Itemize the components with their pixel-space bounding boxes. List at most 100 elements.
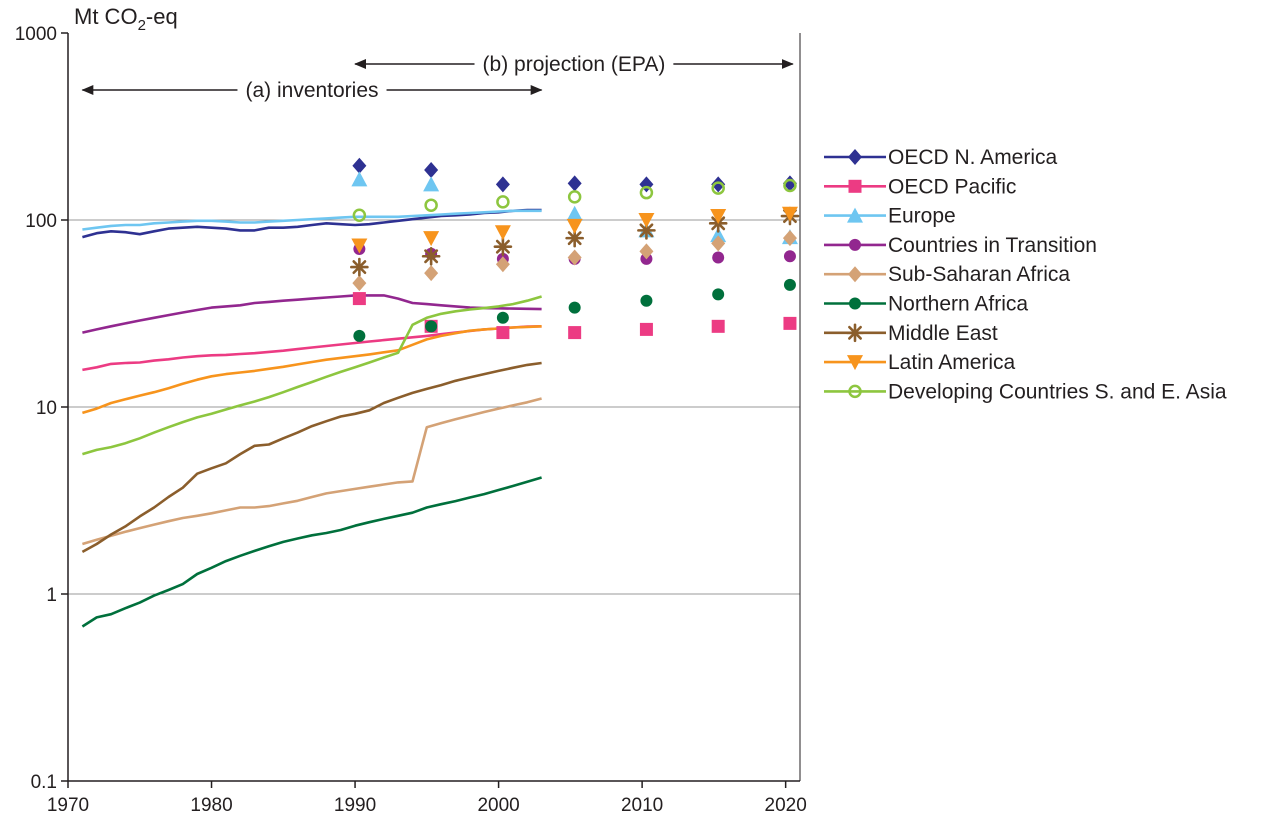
- marker-oecd-n-america-2000: [495, 176, 510, 193]
- marker-oecd-pacific-2015: [711, 319, 725, 333]
- legend-item-countries-in-transition: Countries in Transition: [824, 234, 1097, 257]
- legend-marker: [845, 323, 865, 343]
- series-line-middle-east: [81, 361, 542, 554]
- marker-oecd-pacific-2005: [568, 326, 582, 340]
- marker-oecd-n-america-2020: [782, 175, 797, 192]
- marker-latin-america-2005: [566, 218, 583, 234]
- series-lines: [81, 208, 542, 628]
- series-line-europe: [82, 209, 542, 231]
- marker-northern-africa-2000: [496, 311, 509, 324]
- marker-oecd-n-america-1995: [424, 162, 439, 179]
- marker-northern-africa-2005: [568, 301, 581, 314]
- marker-latin-america-2000: [494, 225, 511, 241]
- marker-developing-countries-s-and-e-asia-2005: [567, 190, 582, 204]
- marker-oecd-n-america-1990: [352, 157, 367, 174]
- legend-marker: [848, 179, 862, 193]
- axes: 0.1 1 10 100 1000 1970 1980 1990 2000 2010 2020 Mt …: [15, 4, 807, 816]
- marker-northern-africa-2010: [640, 294, 653, 307]
- marker-latin-america-2020: [781, 206, 798, 222]
- marker-sub-saharan-africa-2010: [639, 243, 654, 260]
- legend-item-northern-africa: Northern Africa: [824, 293, 1028, 316]
- legend-label: Developing Countries S. and E. Asia: [888, 380, 1227, 403]
- y-tick-label: 1: [46, 585, 57, 606]
- marker-developing-countries-s-and-e-asia-2000: [496, 195, 510, 209]
- marker-oecd-pacific-1990: [352, 292, 366, 306]
- y-tick-label: 100: [25, 211, 57, 232]
- x-tick-label: 1970: [47, 795, 89, 816]
- legend-item-developing-countries-s-and-e-asia: Developing Countries S. and E. Asia: [824, 380, 1227, 403]
- series-line-sub-saharan-africa: [82, 397, 542, 546]
- marker-northern-africa-1990: [353, 329, 366, 342]
- series-line-oecd-n-america: [82, 208, 542, 239]
- marker-middle-east-2000: [493, 237, 513, 256]
- marker-northern-africa-1995: [425, 320, 438, 333]
- marker-sub-saharan-africa-2000: [495, 256, 510, 273]
- legend-label: Middle East: [888, 322, 998, 345]
- marker-oecd-pacific-2010: [639, 322, 653, 336]
- legend-label: Europe: [888, 205, 956, 228]
- marker-northern-africa-2015: [712, 288, 725, 301]
- x-tick-label: 1990: [334, 795, 376, 816]
- marker-developing-countries-s-and-e-asia-1995: [424, 198, 438, 212]
- series-line-oecd-pacific: [82, 325, 542, 372]
- marker-oecd-pacific-2000: [496, 326, 510, 340]
- series-line-countries-in-transition: [82, 294, 542, 334]
- y-axis-title: Mt CO2-eq: [74, 4, 178, 34]
- series-line-northern-africa: [81, 476, 542, 628]
- marker-northern-africa-2020: [783, 278, 796, 291]
- marker-latin-america-1990: [351, 238, 368, 254]
- x-tick-label: 2020: [765, 795, 807, 816]
- y-tick-label: 0.1: [31, 772, 57, 793]
- annotation-projection-label: (b) projection (EPA): [483, 53, 666, 76]
- legend-marker: [848, 266, 862, 283]
- legend-item-middle-east: Middle East: [824, 322, 998, 345]
- legend-item-sub-saharan-africa: Sub-Saharan Africa: [824, 263, 1070, 286]
- legend-item-oecd-n-america: OECD N. America: [824, 146, 1058, 169]
- series-line-developing-countries-s-and-e-asia: [82, 295, 542, 456]
- legend-label: OECD Pacific: [888, 175, 1016, 198]
- marker-sub-saharan-africa-1995: [424, 265, 439, 282]
- legend-marker: [849, 297, 861, 310]
- legend-item-europe: Europe: [824, 205, 956, 228]
- marker-oecd-n-america-2005: [567, 175, 582, 192]
- marker-developing-countries-s-and-e-asia-2020: [783, 178, 797, 193]
- marker-middle-east-1995: [421, 246, 441, 266]
- y-tick-label: 10: [36, 398, 57, 419]
- marker-sub-saharan-africa-2015: [711, 235, 726, 252]
- annotations: (b) projection (EPA) (a) inventories: [81, 53, 794, 102]
- marker-europe-1995: [423, 176, 440, 192]
- x-tick-label: 1980: [190, 795, 232, 816]
- annotation-inventories-label: (a) inventories: [245, 79, 378, 102]
- legend-label: OECD N. America: [888, 146, 1058, 169]
- legend-label: Northern Africa: [888, 293, 1028, 316]
- legend-marker: [848, 149, 862, 165]
- legend-marker: [847, 355, 863, 371]
- projection-markers: [350, 157, 800, 342]
- legend-marker: [847, 207, 863, 223]
- marker-europe-1990: [351, 171, 368, 187]
- y-tick-label: 1000: [15, 24, 57, 45]
- marker-oecd-pacific-2020: [783, 316, 797, 330]
- marker-countries-in-transition-2020: [783, 250, 796, 263]
- legend-marker: [849, 238, 861, 251]
- x-tick-label: 2000: [477, 795, 519, 816]
- marker-europe-2015: [710, 227, 727, 243]
- legend-label: Sub-Saharan Africa: [888, 263, 1070, 286]
- marker-latin-america-2010: [638, 213, 655, 228]
- marker-latin-america-2015: [710, 209, 727, 225]
- marker-oecd-n-america-2015: [711, 176, 726, 193]
- marker-developing-countries-s-and-e-asia-1990: [352, 208, 367, 223]
- marker-sub-saharan-africa-2005: [567, 249, 582, 266]
- legend-label: Latin America: [888, 351, 1016, 374]
- marker-sub-saharan-africa-1990: [352, 275, 367, 292]
- marker-europe-2005: [566, 205, 583, 221]
- legend-label: Countries in Transition: [888, 234, 1097, 257]
- x-tick-label: 2010: [621, 795, 663, 816]
- series-line-latin-america: [82, 325, 542, 415]
- marker-developing-countries-s-and-e-asia-2015: [711, 181, 725, 195]
- legend: OECD N. America OECD Pacific Europe Countri…: [824, 146, 1227, 403]
- marker-latin-america-1995: [423, 231, 440, 247]
- legend-item-oecd-pacific: OECD Pacific: [824, 175, 1016, 198]
- legend-item-latin-america: Latin America: [824, 351, 1016, 374]
